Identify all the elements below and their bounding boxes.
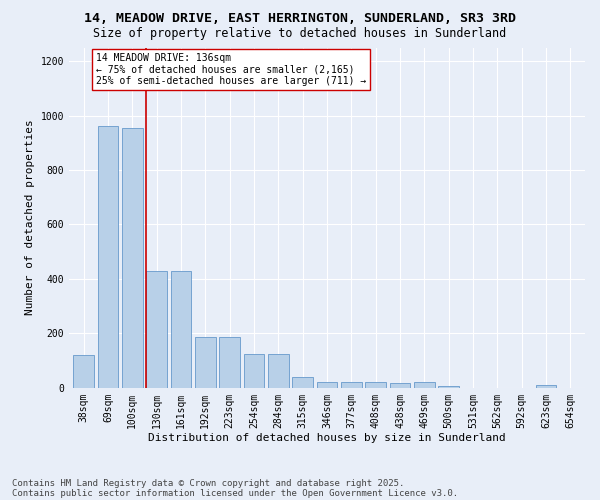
Text: Contains HM Land Registry data © Crown copyright and database right 2025.: Contains HM Land Registry data © Crown c… [12,478,404,488]
Bar [268,354,289,388]
Bar [292,376,313,388]
Bar [122,128,143,388]
Bar [98,126,118,388]
Bar [219,337,240,388]
Bar [389,384,410,388]
Bar [341,382,362,388]
Text: 14 MEADOW DRIVE: 136sqm
← 75% of detached houses are smaller (2,165)
25% of semi: 14 MEADOW DRIVE: 136sqm ← 75% of detache… [96,53,366,86]
Y-axis label: Number of detached properties: Number of detached properties [25,120,35,316]
Bar [73,355,94,388]
Text: Size of property relative to detached houses in Sunderland: Size of property relative to detached ho… [94,28,506,40]
Bar [365,382,386,388]
Text: 14, MEADOW DRIVE, EAST HERRINGTON, SUNDERLAND, SR3 3RD: 14, MEADOW DRIVE, EAST HERRINGTON, SUNDE… [84,12,516,26]
Bar [536,386,556,388]
Bar [439,386,459,388]
Bar [170,270,191,388]
Bar [317,382,337,388]
Bar [414,382,435,388]
Bar [195,337,215,388]
Text: Contains public sector information licensed under the Open Government Licence v3: Contains public sector information licen… [12,488,458,498]
Bar [244,354,265,388]
Bar [146,270,167,388]
X-axis label: Distribution of detached houses by size in Sunderland: Distribution of detached houses by size … [148,433,506,443]
